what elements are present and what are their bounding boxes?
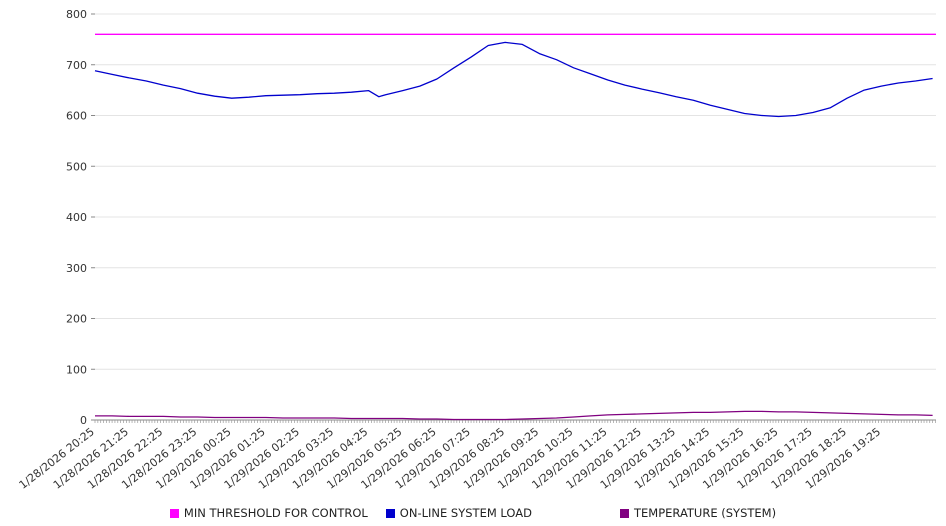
legend-item-2[interactable]: TEMPERATURE (SYSTEM) bbox=[620, 506, 776, 520]
y-axis-label: 300 bbox=[66, 262, 87, 275]
y-axis-label: 100 bbox=[66, 363, 87, 376]
series-line-2 bbox=[95, 410, 933, 421]
y-axis-label: 500 bbox=[66, 160, 87, 173]
series-line-1 bbox=[94, 41, 933, 118]
y-axis-label: 200 bbox=[66, 313, 87, 326]
y-axis-label: 0 bbox=[80, 414, 87, 427]
legend-item-0[interactable]: MIN THRESHOLD FOR CONTROL bbox=[169, 506, 368, 520]
legend-label: TEMPERATURE (SYSTEM) bbox=[634, 506, 777, 520]
legend-swatch-icon bbox=[169, 508, 179, 518]
y-axis-label: 700 bbox=[66, 59, 87, 72]
legend-swatch-icon bbox=[385, 508, 395, 518]
legend-item-1[interactable]: ON-LINE SYSTEM LOAD bbox=[385, 506, 532, 520]
chart-legend: MIN THRESHOLD FOR CONTROL ON-LINE SYSTEM … bbox=[0, 506, 946, 520]
legend-label: MIN THRESHOLD FOR CONTROL bbox=[183, 506, 368, 520]
y-axis-label: 400 bbox=[66, 211, 87, 224]
legend-label: ON-LINE SYSTEM LOAD bbox=[399, 506, 532, 520]
y-axis-label: 600 bbox=[66, 110, 87, 123]
y-axis-label: 800 bbox=[66, 8, 87, 21]
legend-swatch-icon bbox=[620, 508, 629, 518]
